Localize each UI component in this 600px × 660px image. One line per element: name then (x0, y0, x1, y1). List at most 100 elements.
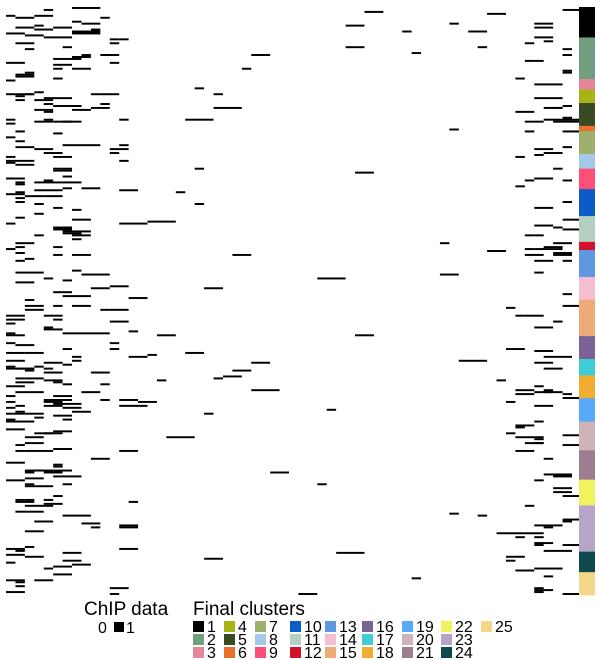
heatmap-cell (43, 371, 63, 374)
heatmap-cell (119, 144, 129, 147)
heatmap-cell (524, 234, 535, 237)
heatmap-cell (62, 232, 82, 235)
heatmap-cell (543, 526, 554, 529)
heatmap-cell (534, 589, 554, 592)
heatmap-cell (90, 287, 110, 290)
heatmap-cell (81, 144, 101, 147)
heatmap-cell (6, 561, 16, 564)
heatmap-cell (43, 498, 54, 501)
heatmap-cell (6, 159, 35, 162)
heatmap-cell (15, 26, 35, 29)
heatmap-cell (534, 587, 544, 590)
heatmap-cell (15, 381, 35, 384)
heatmap-cell (53, 246, 63, 249)
heatmap-cell (72, 7, 101, 9)
cluster-legend-swatch-25 (481, 621, 492, 632)
heatmap-cell (72, 238, 82, 241)
final-clusters-legend: Final clusters 1234567891011121314151617… (193, 599, 513, 660)
cluster-legend-label-10: 10 (304, 619, 322, 636)
heatmap-cell (477, 514, 488, 517)
heatmap-cell (24, 377, 44, 380)
heatmap-cell (515, 424, 535, 427)
heatmap-cell (15, 549, 25, 552)
heatmap-cell (72, 563, 91, 566)
heatmap-cell (53, 381, 63, 384)
cluster-band-5 (579, 103, 595, 127)
heatmap-cell (100, 103, 110, 105)
cluster-band-13 (579, 250, 595, 278)
cluster-legend-swatch-2 (193, 634, 204, 645)
heatmap-cell (43, 99, 54, 102)
heatmap-cell (534, 479, 544, 482)
cluster-legend-label-22: 22 (455, 619, 473, 636)
heatmap-cell (515, 155, 525, 158)
heatmap-cell (6, 334, 25, 337)
heatmap-cell (53, 226, 73, 229)
heatmap-cell (562, 304, 582, 307)
heatmap-cell (72, 269, 82, 272)
heatmap-cell (53, 206, 63, 209)
heatmap-cell (534, 271, 544, 274)
cluster-band-25 (579, 572, 595, 596)
heatmap-cell (109, 593, 120, 595)
heatmap-cell (53, 430, 73, 433)
heatmap-cell (15, 259, 25, 262)
heatmap-cell (439, 242, 450, 245)
cluster-legend-swatch-24 (441, 647, 452, 658)
heatmap-cell (72, 410, 91, 413)
heatmap-cell (449, 128, 459, 131)
cluster-legend-label-6: 6 (238, 645, 247, 660)
cluster-legend-swatch-5 (224, 634, 235, 645)
heatmap-cell (449, 22, 459, 25)
heatmap-cell (43, 328, 63, 331)
heatmap-cell (402, 30, 412, 33)
heatmap-cell (24, 369, 35, 372)
cluster-legend-label-24: 24 (455, 645, 473, 660)
heatmap-cell (43, 432, 63, 435)
heatmap-cell (524, 314, 544, 317)
heatmap-cell (34, 14, 54, 17)
heatmap-cell (345, 24, 365, 27)
cluster-legend-swatch-16 (362, 621, 373, 632)
heatmap-cell (505, 400, 516, 403)
heatmap-cell (6, 553, 25, 556)
heatmap-cell (24, 412, 44, 415)
cluster-legend-label-11: 11 (304, 632, 321, 649)
heatmap-cell (15, 585, 25, 588)
heatmap-cell (336, 551, 365, 554)
heatmap-cell (81, 514, 91, 517)
heatmap-cell (6, 418, 16, 421)
heatmap-cell (24, 530, 44, 533)
heatmap-cell (24, 71, 35, 74)
heatmap-cell (62, 120, 82, 123)
heatmap-cell (15, 581, 25, 584)
heatmap-cell (553, 473, 572, 476)
heatmap-cell (543, 575, 554, 578)
cluster-legend-swatch-3 (193, 647, 204, 658)
heatmap-cell (90, 93, 101, 96)
heatmap-cell (439, 273, 459, 276)
cluster-band-8 (579, 154, 595, 170)
heatmap-cell (43, 485, 54, 488)
heatmap-cell (24, 351, 44, 354)
heatmap-cell (34, 28, 54, 31)
heatmap-cell (487, 12, 506, 15)
heatmap-cell (6, 400, 16, 403)
heatmap-cell (62, 483, 73, 486)
heatmap-cell (515, 393, 535, 396)
heatmap-cell (90, 332, 110, 335)
heatmap-cell (100, 308, 110, 311)
heatmap-cell (62, 181, 82, 184)
heatmap-cell (109, 348, 120, 350)
heatmap-cell (6, 579, 25, 582)
cluster-legend-swatch-22 (441, 621, 452, 632)
cluster-band-20 (579, 421, 595, 451)
cluster-legend-label-15: 15 (339, 645, 357, 660)
heatmap-cell (81, 273, 110, 276)
heatmap-cell (524, 504, 535, 507)
heatmap-cell (43, 8, 54, 11)
heatmap-cell (72, 20, 82, 23)
heatmap-cell (6, 385, 25, 388)
heatmap-cell (534, 59, 544, 62)
